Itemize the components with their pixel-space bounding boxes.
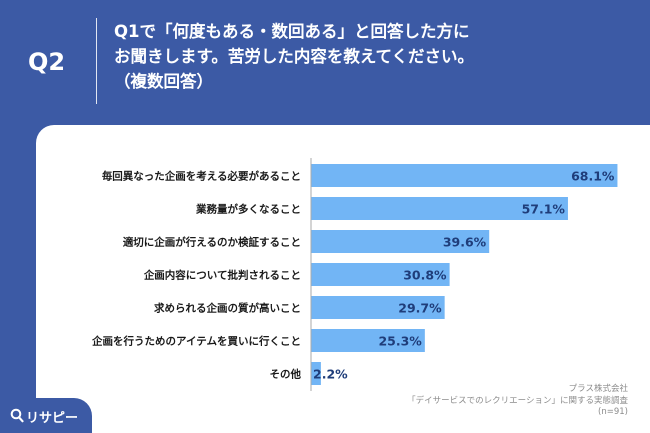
header-divider — [96, 18, 97, 104]
category-label: 毎回異なった企画を考える必要があること — [102, 170, 301, 183]
value-label: 29.7% — [398, 301, 442, 316]
category-label: 適切に企画が行えるのか検証すること — [123, 236, 301, 249]
brand-logo: リサピー — [0, 398, 92, 433]
bar — [311, 197, 568, 220]
bar — [311, 263, 450, 286]
bar — [311, 362, 321, 385]
source-survey: 「デイサービスでのレクリエーション」に関する実態調査 — [407, 395, 628, 406]
bar-chart: 毎回異なった企画を考える必要があること 68.1% 業務量が多くなること 57.1% 適… — [91, 158, 618, 391]
category-label: 企画内容について批判されること — [143, 269, 301, 282]
value-label: 68.1% — [571, 169, 615, 184]
category-label: 業務量が多くなること — [195, 203, 301, 216]
question-line: （複数回答） — [114, 72, 213, 91]
value-label: 25.3% — [378, 334, 422, 349]
bar — [311, 329, 425, 352]
category-label: 企画を行うためのアイテムを買いに行くこと — [91, 335, 301, 348]
question-line: お聞きします。苦労した内容を教えてください。 — [114, 47, 475, 66]
bar — [311, 230, 490, 253]
bar — [311, 164, 618, 187]
logo-text: リサピー — [26, 411, 79, 426]
source-company: プラス株式会社 — [568, 384, 628, 394]
value-label: 30.8% — [403, 268, 447, 283]
bar — [311, 296, 445, 319]
category-label: 求められる企画の質が高いこと — [154, 302, 301, 315]
source-note: プラス株式会社 「デイサービスでのレクリエーション」に関する実態調査 (n=91… — [368, 384, 628, 419]
value-label: 39.6% — [443, 235, 487, 250]
magnifier-icon — [10, 408, 24, 423]
category-label: その他 — [270, 368, 302, 381]
question-number: Q2 — [28, 48, 66, 76]
source-sample-size: (n=91) — [598, 407, 628, 417]
question-line: Q1で「何度もある・数回ある」と回答した方に — [114, 22, 470, 41]
value-label: 57.1% — [522, 202, 566, 217]
value-label: 2.2% — [313, 367, 348, 382]
question-text: Q1で「何度もある・数回ある」と回答した方に お聞きします。苦労した内容を教えて… — [114, 19, 634, 94]
chart-panel: 毎回異なった企画を考える必要があること 68.1% 業務量が多くなること 57.1% 適… — [36, 125, 650, 433]
